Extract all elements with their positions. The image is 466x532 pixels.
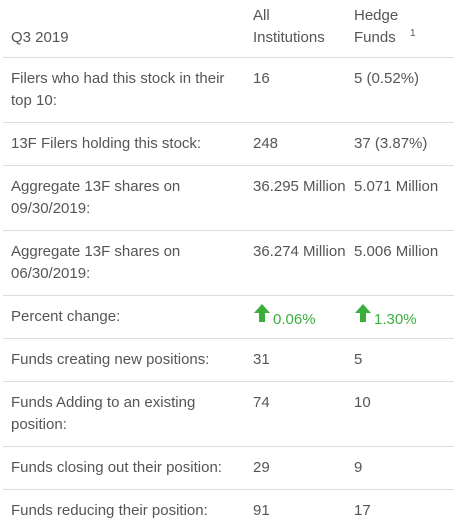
all-institutions-value: 248 — [251, 123, 352, 166]
all-institutions-value: 29 — [251, 447, 352, 490]
hedge-funds-value: 1.30% — [352, 296, 454, 339]
hedge-funds-value: 9 — [352, 447, 454, 490]
row-label: Aggregate 13F shares on 09/30/2019: — [3, 166, 251, 231]
row-label: Aggregate 13F shares on 06/30/2019: — [3, 231, 251, 296]
all-institutions-value: 74 — [251, 382, 352, 447]
percent-change-all-value: 0.06% — [273, 311, 316, 328]
hedge-funds-value: 37 (3.87%) — [352, 123, 454, 166]
percent-change-hedge-value: 1.30% — [374, 311, 417, 328]
hedge-funds-value: 5 (0.52%) — [352, 58, 454, 123]
table-row-new-positions: Funds creating new positions: 31 5 — [3, 339, 454, 382]
all-institutions-value: 36.274 Million — [251, 231, 352, 296]
table-row-shares-0930: Aggregate 13F shares on 09/30/2019: 36.2… — [3, 166, 454, 231]
row-label: Percent change: — [3, 296, 251, 339]
percent-change-hedge: 1.30% — [354, 306, 417, 328]
all-institutions-value: 0.06% — [251, 296, 352, 339]
all-institutions-value: 31 — [251, 339, 352, 382]
percent-change-all: 0.06% — [253, 306, 316, 328]
row-label: Funds reducing their position: — [3, 490, 251, 532]
up-arrow-icon — [354, 303, 372, 323]
hedge-funds-value: 5.006 Million — [352, 231, 454, 296]
hedge-funds-header-label: Hedge Funds — [354, 5, 410, 49]
all-institutions-header-label: All Institutions — [253, 5, 339, 49]
table-row-reducing-positions: Funds reducing their position: 91 17 — [3, 490, 454, 532]
table-row-closing-positions: Funds closing out their position: 29 9 — [3, 447, 454, 490]
table-row-13f-filers: 13F Filers holding this stock: 248 37 (3… — [3, 123, 454, 166]
hedge-funds-value: 5 — [352, 339, 454, 382]
period-header: Q3 2019 — [3, 0, 251, 58]
all-institutions-header: All Institutions — [251, 0, 352, 58]
up-arrow-icon — [253, 303, 271, 323]
all-institutions-value: 16 — [251, 58, 352, 123]
row-label: Funds creating new positions: — [3, 339, 251, 382]
all-institutions-value: 36.295 Million — [251, 166, 352, 231]
row-label: 13F Filers holding this stock: — [3, 123, 251, 166]
row-label: Funds Adding to an existing position: — [3, 382, 251, 447]
table-row-shares-0630: Aggregate 13F shares on 06/30/2019: 36.2… — [3, 231, 454, 296]
hedge-funds-value: 17 — [352, 490, 454, 532]
hedge-funds-value: 10 — [352, 382, 454, 447]
row-label: Filers who had this stock in their top 1… — [3, 58, 251, 123]
table-row-adding-positions: Funds Adding to an existing position: 74… — [3, 382, 454, 447]
all-institutions-value: 91 — [251, 490, 352, 532]
row-label: Funds closing out their position: — [3, 447, 251, 490]
hedge-funds-footnote: 1 — [410, 28, 416, 39]
table-row-top10-filers: Filers who had this stock in their top 1… — [3, 58, 454, 123]
table-row-percent-change: Percent change: 0.06% 1.30% — [3, 296, 454, 339]
hedge-funds-value: 5.071 Million — [352, 166, 454, 231]
